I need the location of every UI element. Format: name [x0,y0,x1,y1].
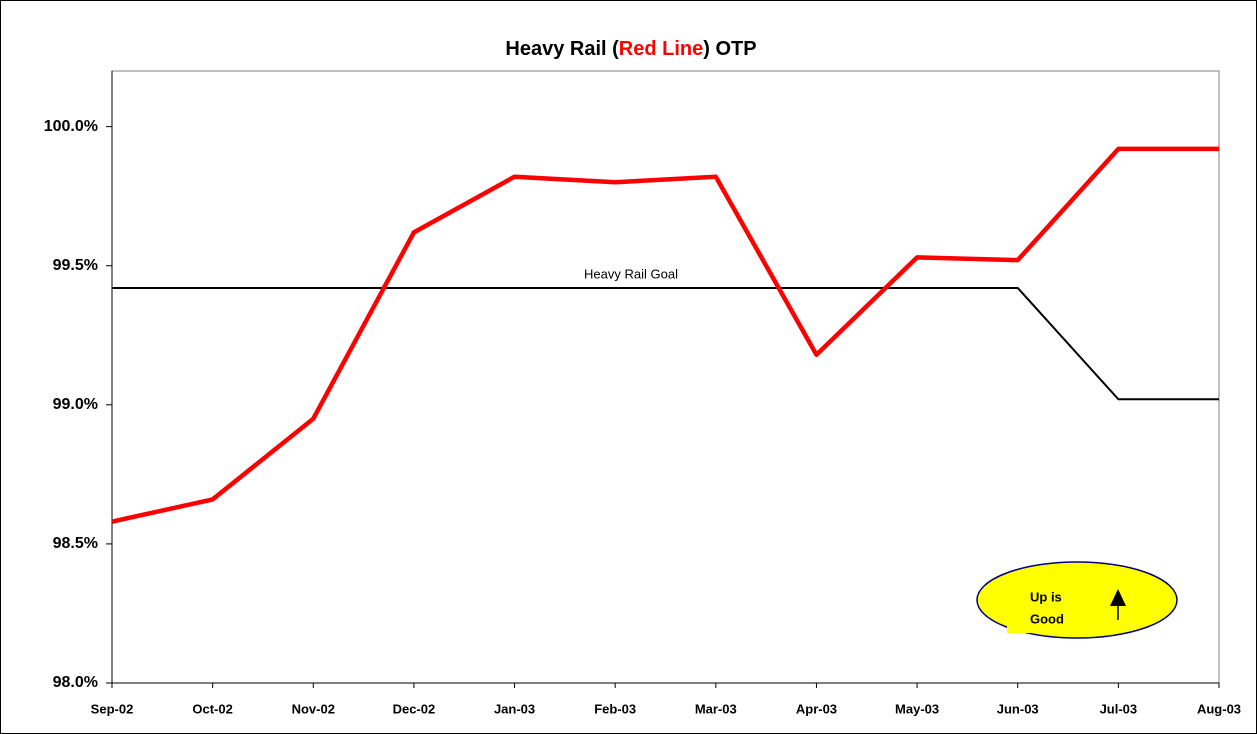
y-tick-label: 98.0% [53,674,98,691]
x-tick-label: Nov-02 [292,701,335,716]
series-line [111,146,1219,524]
title-segment: ) OTP [703,38,756,60]
x-tick-label: Feb-03 [594,701,636,716]
title-segment: Heavy Rail ( [505,38,619,60]
x-tick-label: Mar-03 [695,701,737,716]
x-tick-label: May-03 [895,701,939,716]
x-tick-label: Aug-03 [1197,701,1241,716]
arrow-head [1110,589,1126,606]
y-tick-label: 98.5% [53,535,98,552]
x-tick-label: Jul-03 [1100,701,1138,716]
y-tick-label: 100.0% [44,118,98,135]
title-segment: Red Line [619,38,703,60]
x-tick-label: Oct-02 [192,701,232,716]
chart-title: Heavy Rail (Red Line) OTP [505,38,756,60]
callout-patch [1007,615,1041,633]
y-tick-label: 99.0% [53,396,98,413]
series-line [112,286,1219,401]
goal-label: Heavy Rail Goal [584,266,678,281]
callout: Up is Good [976,561,1178,639]
x-tick-label: Jun-03 [997,701,1039,716]
x-tick-label: Dec-02 [393,701,436,716]
callout-text: Good [1030,611,1064,626]
x-tick-label: Apr-03 [796,701,837,716]
callout-text: Up is [1030,589,1062,604]
y-tick-label: 99.5% [53,257,98,274]
x-tick-label: Sep-02 [91,701,134,716]
x-tick-label: Jan-03 [494,701,535,716]
